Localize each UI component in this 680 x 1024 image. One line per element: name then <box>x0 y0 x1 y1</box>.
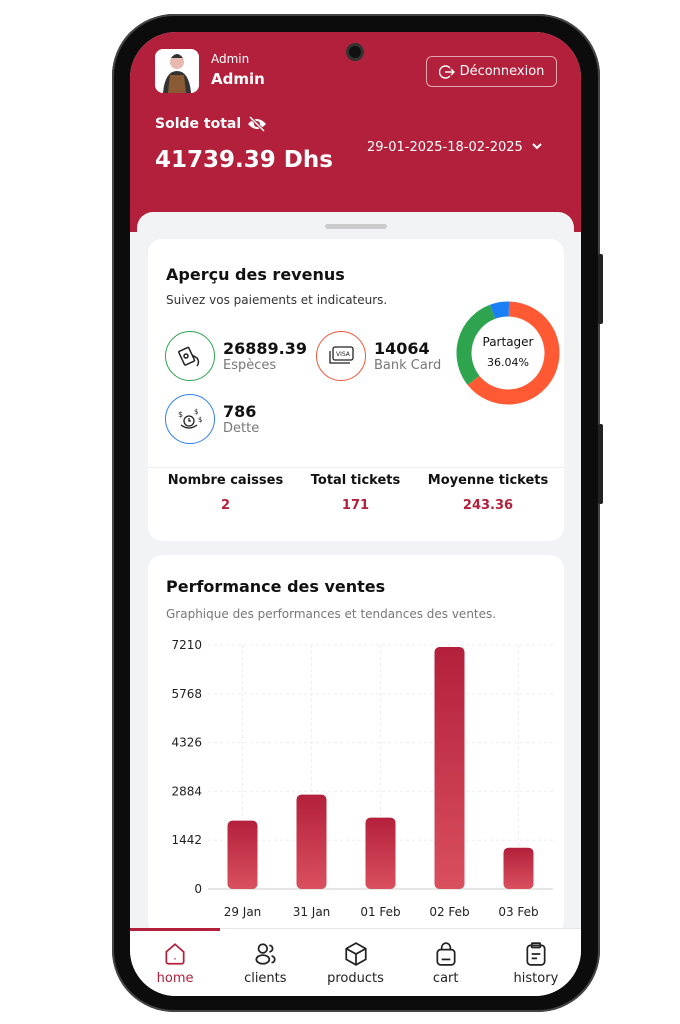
metric-label: Nombre caisses <box>167 473 284 488</box>
svg-text:$: $ <box>198 416 202 424</box>
nav-label: history <box>513 971 559 986</box>
cash-hand-icon <box>165 331 215 381</box>
drag-handle[interactable] <box>325 224 387 229</box>
coins-clock-icon: $ $ $ <box>165 394 215 444</box>
performance-title: Performance des ventes <box>166 577 386 596</box>
stat-label: Espèces <box>223 358 277 373</box>
chevron-down-icon <box>532 143 542 150</box>
stat-value: 786 <box>223 402 257 421</box>
nav-label: products <box>327 971 384 986</box>
home-icon <box>165 943 185 965</box>
svg-text:VISA: VISA <box>336 351 351 358</box>
stat-dette: $ $ $ 786 Dette <box>165 394 259 444</box>
nav-cart[interactable]: cart <box>401 929 491 996</box>
revenue-subtitle: Suivez vos paiements et indicateurs. <box>166 293 388 307</box>
stat-label: Bank Card <box>374 358 442 373</box>
bottom-nav: home clients products cart history <box>130 928 581 996</box>
share-donut-chart <box>456 301 560 405</box>
x-tick-label: 31 Jan <box>293 905 331 919</box>
x-tick-label: 03 Feb <box>498 905 538 919</box>
power-button <box>598 424 603 504</box>
screen: Admin Admin Déconnexion Solde total 4173… <box>130 32 581 996</box>
nav-label: clients <box>244 971 287 986</box>
eye-off-icon[interactable] <box>247 116 267 132</box>
y-tick-label: 1442 <box>171 833 202 847</box>
performance-subtitle: Graphique des performances et tendances … <box>166 607 497 621</box>
divider <box>148 467 564 468</box>
x-tick-label: 01 Feb <box>360 905 400 919</box>
balance-label: Solde total <box>155 116 267 132</box>
y-tick-label: 2884 <box>171 784 202 798</box>
stat-especes: 26889.39 Espèces <box>165 331 307 381</box>
nav-label: cart <box>432 971 459 986</box>
donut-segment-0 <box>467 301 560 405</box>
metric-value: 243.36 <box>462 498 514 513</box>
performance-card: Performance des ventes Graphique des per… <box>148 555 564 935</box>
logout-button[interactable]: Déconnexion <box>426 56 557 87</box>
stat-value: 26889.39 <box>223 339 308 358</box>
donut-segment-1 <box>456 304 496 386</box>
users-icon <box>255 943 276 965</box>
camera <box>346 43 364 61</box>
date-range-value: 29-01-2025-18-02-2025 <box>367 140 523 155</box>
balance-amount: 41739.39 Dhs <box>155 147 333 173</box>
stat-value: 14064 <box>374 339 430 358</box>
metric-value: 171 <box>341 498 370 513</box>
nav-products[interactable]: products <box>310 929 400 996</box>
nav-label: home <box>156 971 194 986</box>
y-tick-label: 5768 <box>171 687 202 701</box>
svg-text:$: $ <box>178 410 183 419</box>
user-role: Admin <box>211 52 250 66</box>
metric-caisses: Nombre caisses 2 <box>158 473 293 513</box>
clipboard-icon <box>526 942 546 966</box>
sales-bar-chart: 0 1442 2884 4326 5768 7210 29 Jan 31 Jan 01 Feb 0… <box>171 638 553 919</box>
metric-label: Moyenne tickets <box>427 473 549 488</box>
donut-percent: 36.04% <box>487 356 529 369</box>
stat-bank-card: VISA 14064 Bank Card <box>316 331 441 381</box>
donut-label: Partager <box>482 335 534 349</box>
y-tick-label: 7210 <box>171 638 202 652</box>
nav-history[interactable]: history <box>491 929 581 996</box>
bar-01-Feb[interactable] <box>365 817 396 889</box>
y-tick-label: 4326 <box>171 736 202 750</box>
metric-label: Total tickets <box>310 473 401 488</box>
metric-value: 2 <box>220 498 231 513</box>
logout-label: Déconnexion <box>459 64 545 79</box>
bar-02-Feb[interactable] <box>434 647 465 889</box>
x-tick-label: 29 Jan <box>224 905 262 919</box>
revenue-title: Aperçu des revenus <box>166 265 345 284</box>
bar-03-Feb[interactable] <box>503 847 534 889</box>
svg-text:$: $ <box>194 408 198 416</box>
metric-moyenne: Moyenne tickets 243.36 <box>418 473 558 513</box>
visa-card-icon: VISA <box>316 331 366 381</box>
volume-button <box>598 254 603 324</box>
header: Admin Admin Déconnexion Solde total 4173… <box>130 32 581 232</box>
x-tick-label: 02 Feb <box>429 905 469 919</box>
bar-31-Jan[interactable] <box>296 794 327 889</box>
bag-icon <box>436 942 456 966</box>
metric-tickets: Total tickets 171 <box>293 473 418 513</box>
nav-clients[interactable]: clients <box>220 929 310 996</box>
content-sheet: Aperçu des revenus Suivez vos paiements … <box>137 212 574 996</box>
nav-home[interactable]: home <box>130 928 221 996</box>
donut-segment-2 <box>490 301 510 319</box>
user-name: Admin <box>211 70 265 88</box>
date-range-select[interactable]: 29-01-2025-18-02-2025 <box>367 140 543 155</box>
y-tick-label: 0 <box>194 882 202 896</box>
stat-label: Dette <box>223 421 260 436</box>
box-icon <box>344 942 367 966</box>
bar-29-Jan[interactable] <box>227 820 258 889</box>
balance-label-text: Solde total <box>155 116 242 132</box>
logout-icon <box>438 64 455 79</box>
revenue-card: Aperçu des revenus Suivez vos paiements … <box>148 239 564 541</box>
avatar[interactable] <box>155 49 199 93</box>
